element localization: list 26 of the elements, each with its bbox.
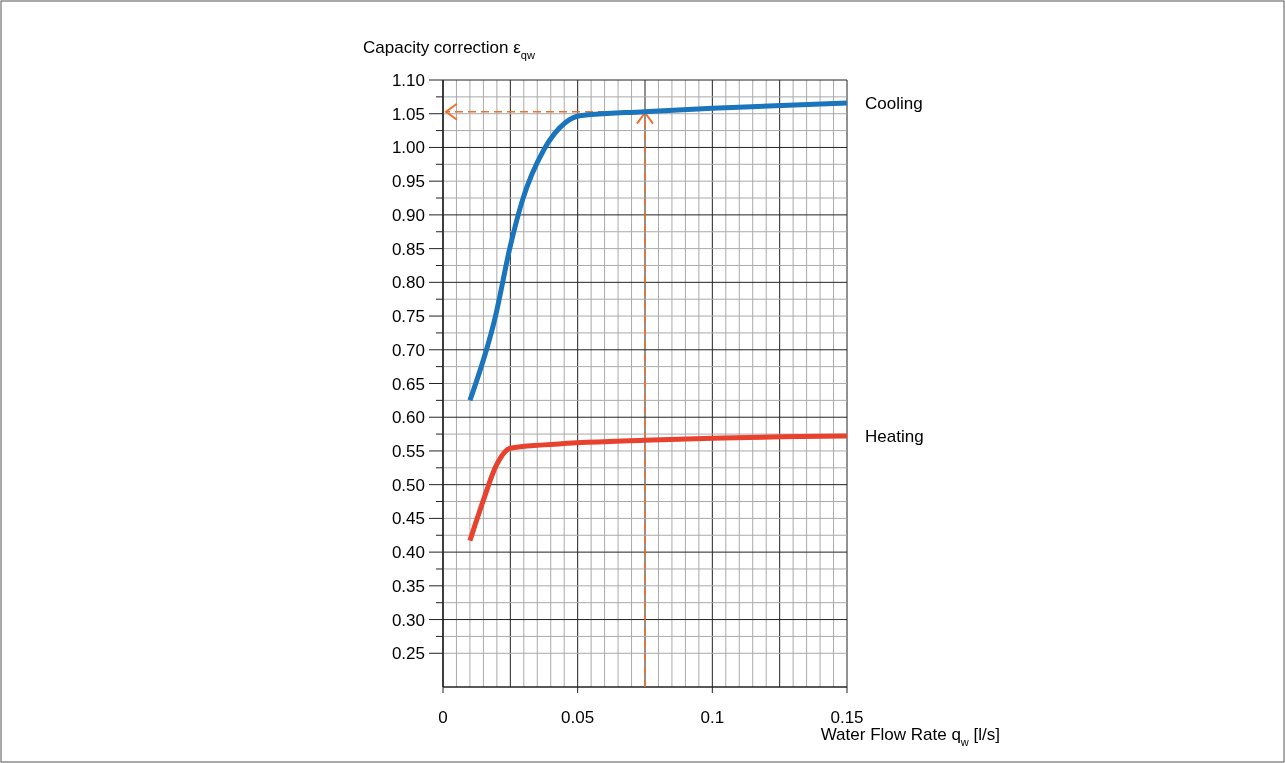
series-label: Heating — [865, 427, 924, 447]
y-tick-label: 0.90 — [391, 205, 425, 225]
y-tick-label: 0.50 — [391, 475, 425, 495]
y-tick-label: 0.25 — [391, 644, 425, 664]
y-tick-label: 0.30 — [391, 610, 425, 630]
x-tick-label: 0.1 — [700, 708, 725, 727]
y-tick-label: 0.85 — [391, 239, 425, 259]
x-axis-title: Water Flow Rate q$_{w}$ [l/s] — [820, 725, 1000, 748]
y-tick-label: 0.35 — [391, 576, 425, 596]
y-tick-label: 0.95 — [391, 172, 425, 192]
series-label: Cooling — [865, 93, 923, 113]
y-tick-label: 0.70 — [391, 340, 425, 360]
y-axis-title: Capacity correction ε$_{qw}$ — [363, 38, 535, 61]
y-tick-label: 0.55 — [391, 441, 425, 461]
y-tick-label: 1.00 — [391, 138, 425, 158]
y-tick-label: 1.10 — [391, 71, 425, 90]
y-tick-label: 0.75 — [391, 307, 425, 327]
x-tick-label: 0 — [438, 708, 448, 727]
y-tick-label: 0.80 — [391, 273, 425, 293]
y-tick-label: 1.05 — [391, 104, 425, 124]
y-tick-label: 0.65 — [391, 374, 425, 394]
x-tick-label: 0.05 — [561, 708, 595, 727]
y-tick-label: 0.60 — [391, 408, 425, 428]
y-tick-label: 0.45 — [391, 509, 425, 529]
y-tick-label: 0.40 — [391, 543, 425, 563]
x-tick-label: 0.15 — [830, 708, 864, 727]
